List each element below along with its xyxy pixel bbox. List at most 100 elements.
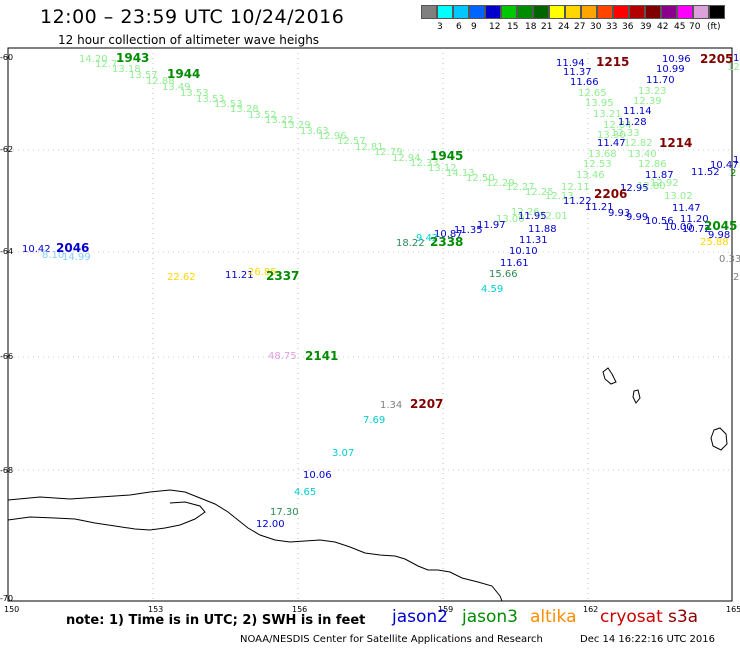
pass-time-label: 1215 <box>596 55 629 69</box>
swh-value: 11.37 <box>563 67 592 78</box>
swh-value: 11.20 <box>680 214 709 225</box>
swh-value: 11.21 <box>225 270 254 281</box>
lat-labels: -60 -62 -64 -66 -68 -70 <box>0 53 13 603</box>
pass-time-label: 2045 <box>704 219 737 233</box>
swh-value: 11.22 <box>563 196 592 207</box>
scale-label: 6 <box>456 22 462 32</box>
swh-value: 10.00 <box>664 222 693 233</box>
lon-label: 150 <box>4 605 19 614</box>
swh-value: 1 <box>733 53 739 64</box>
swh-value: 13.53 <box>180 88 209 99</box>
scale-label: 27 <box>574 22 586 32</box>
lon-label: 162 <box>583 605 598 614</box>
scale-swatch <box>501 5 517 19</box>
swh-value: 12.79 <box>374 147 403 158</box>
swh-value: 12.33 <box>410 158 439 169</box>
swh-value: 8.10 <box>42 250 64 261</box>
scale-label: 21 <box>541 22 553 32</box>
color-scale <box>421 5 725 19</box>
swh-value: 7.69 <box>363 415 385 426</box>
swh-value: 13.52 <box>248 110 277 121</box>
swh-value: 12.01 <box>539 211 568 222</box>
swh-value: 22.62 <box>167 272 196 283</box>
scale-label: 30 <box>590 22 602 32</box>
swh-value: 13.21 <box>593 109 622 120</box>
swh-value: 1.34 <box>380 400 402 411</box>
swh-value: 10.06 <box>303 470 332 481</box>
swh-value: 13.12 <box>428 163 457 174</box>
swh-value: 18.22 <box>396 238 425 249</box>
lat-label: -62 <box>0 145 13 154</box>
swh-value: 11.47 <box>672 203 701 214</box>
swh-value: 11.28 <box>618 117 647 128</box>
scale-swatch <box>453 5 469 19</box>
pass-time-label: 1944 <box>167 67 200 81</box>
swh-value: 13.23 <box>638 86 667 97</box>
swh-value: 13.02 <box>664 191 693 202</box>
scale-label: 18 <box>525 22 537 32</box>
scale-label: (ft) <box>707 22 721 32</box>
swh-value: 11.14 <box>623 106 652 117</box>
scale-swatch <box>693 5 709 19</box>
graticule <box>8 48 732 601</box>
page-title: 12:00 – 23:59 UTC 10/24/2016 <box>40 6 345 28</box>
scale-label: 15 <box>507 22 519 32</box>
swh-value: 2 <box>730 168 736 179</box>
swh-value: 12.00 <box>256 519 285 530</box>
swh-value: 11.94 <box>556 58 585 69</box>
swh-value: 10.42 <box>22 244 51 255</box>
swh-value: 15.66 <box>489 269 518 280</box>
scale-label: 24 <box>558 22 570 32</box>
swh-value: 10.47 <box>710 160 739 171</box>
swh-value: 12.81 <box>355 142 384 153</box>
swh-value: 12.65 <box>578 88 607 99</box>
scale-swatch <box>437 5 453 19</box>
island <box>632 389 641 404</box>
scale-swatch <box>469 5 485 19</box>
legend-jason3: jason3 <box>462 607 518 627</box>
swh-value: 10.72 <box>682 224 711 235</box>
lon-label: 153 <box>148 605 163 614</box>
swh-value: 11.31 <box>519 235 548 246</box>
swh-value: 12.95 <box>620 183 649 194</box>
scale-label: 45 <box>674 22 686 32</box>
swh-value: 13.53 <box>196 94 225 105</box>
swh-value: 11.52 <box>691 167 720 178</box>
swh-value: 26.85 <box>248 267 277 278</box>
lat-label: -60 <box>0 53 13 62</box>
scale-swatch <box>533 5 549 19</box>
swh-value: 14.99 <box>62 252 91 263</box>
swh-value: 12.11 <box>561 182 590 193</box>
pass-time-label: 2206 <box>594 187 627 201</box>
swh-value: 11.88 <box>528 224 557 235</box>
page-subtitle: 12 hour collection of altimeter wave hei… <box>58 33 320 47</box>
swh-value: 13.53 <box>214 99 243 110</box>
swh-value: 2 <box>733 272 739 283</box>
pass-time-label: 1943 <box>116 51 149 65</box>
scale-swatch <box>613 5 629 19</box>
swh-value: 0.33 <box>719 254 740 265</box>
scale-label: 36 <box>622 22 634 32</box>
swh-value: 12.26 <box>511 207 540 218</box>
legend-jason2: jason2 <box>392 607 448 627</box>
swh-value: 12.13 <box>545 191 574 202</box>
swh-value: 10.10 <box>509 246 538 257</box>
swh-values: 14.2012.713.1813.5712.8813.4913.5313.531… <box>22 53 740 530</box>
swh-value: 12.7 <box>95 59 117 70</box>
pass-time-label: 2205 <box>700 52 733 66</box>
swh-value: 11.97 <box>477 220 506 231</box>
swh-value: 12.96 <box>318 131 347 142</box>
swh-value: 3.07 <box>332 448 354 459</box>
island <box>710 427 728 451</box>
scale-swatch <box>709 5 725 19</box>
swh-value: 11.70 <box>646 75 675 86</box>
color-scale-labels: 3 6 9 12 15 18 21 24 27 30 33 36 39 42 45 70 (ft) <box>428 22 740 34</box>
swh-value: 13.18 <box>112 64 141 75</box>
pass-time-label: 2337 <box>266 269 299 283</box>
legend-altika: altika <box>530 607 577 627</box>
scale-swatch <box>581 5 597 19</box>
scale-label: 9 <box>471 22 477 32</box>
swh-value: 11.87 <box>645 170 674 181</box>
swh-value: 13.49 <box>162 82 191 93</box>
